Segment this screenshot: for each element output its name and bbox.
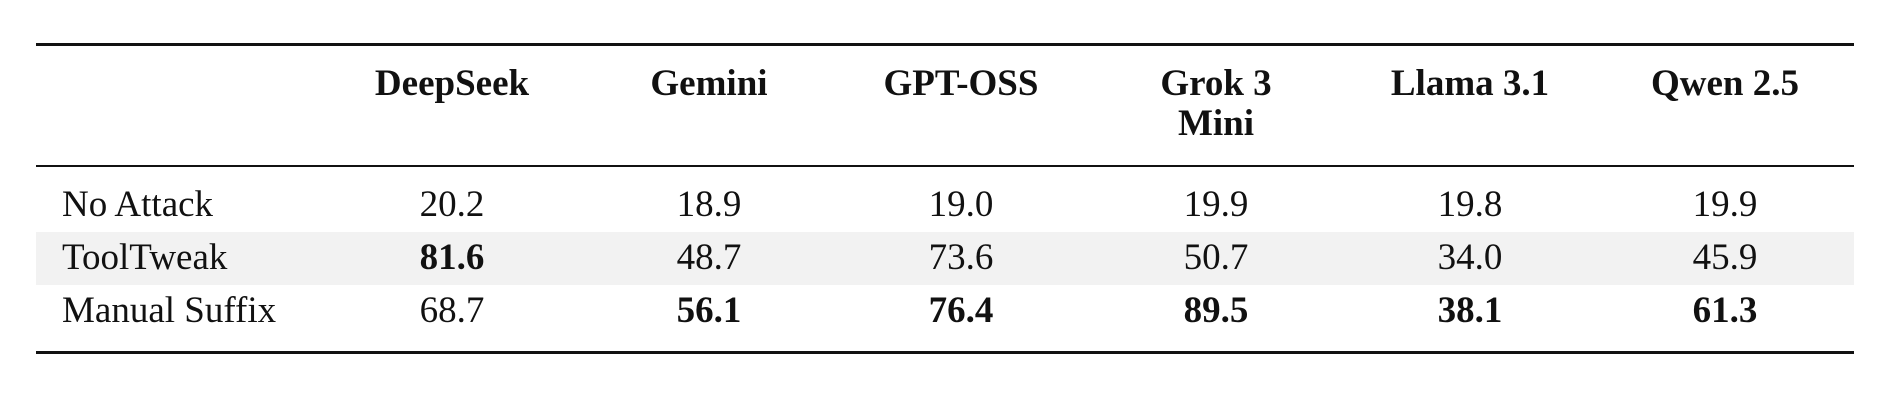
cell-value: 73.6 [928,237,994,278]
row-shade [36,232,1854,285]
cell-value: 19.8 [1437,184,1503,225]
column-header: Llama 3.1 [1390,63,1550,104]
mid-rule [36,165,1854,167]
cell-value: 68.7 [419,290,485,331]
cell-value: 50.7 [1183,237,1249,278]
cell-value: 56.1 [676,290,742,331]
column-header: Gemini [650,63,768,104]
column-header: GPT-OSS [883,63,1039,104]
cell-value: 19.9 [1692,184,1758,225]
column-header: Grok 3 Mini [1160,63,1272,144]
cell-value: 19.0 [928,184,994,225]
bottom-rule [36,351,1854,354]
cell-value: 20.2 [419,184,485,225]
row-label: No Attack [62,184,214,225]
cell-value: 89.5 [1183,290,1249,331]
top-rule [36,43,1854,46]
cell-value: 61.3 [1692,290,1758,331]
cell-value: 76.4 [928,290,994,331]
column-header: Qwen 2.5 [1651,63,1799,104]
cell-value: 48.7 [676,237,742,278]
cell-value: 34.0 [1437,237,1503,278]
row-label: ToolTweak [62,237,228,278]
cell-value: 18.9 [676,184,742,225]
cell-value: 45.9 [1692,237,1758,278]
column-header: DeepSeek [374,63,530,104]
cell-value: 81.6 [419,237,485,278]
row-label: Manual Suffix [62,290,277,331]
cell-value: 38.1 [1437,290,1503,331]
cell-value: 19.9 [1183,184,1249,225]
